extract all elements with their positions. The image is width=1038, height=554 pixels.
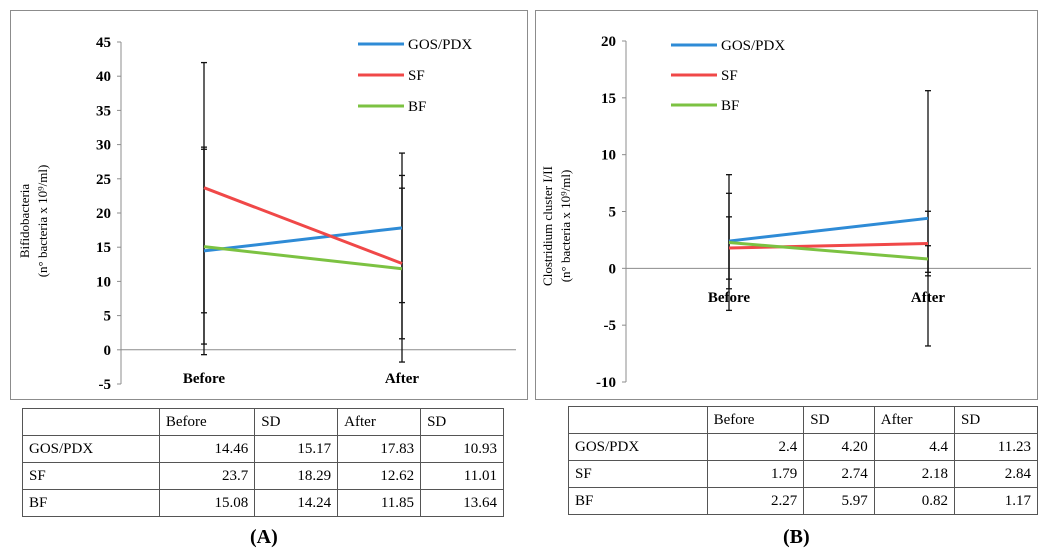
table-cell: GOS/PDX — [568, 433, 708, 461]
table-cell: BF — [568, 487, 708, 515]
y-tick-label: 0 — [104, 343, 112, 359]
table-row: GOS/PDX 14.46 15.17 17.83 10.93 — [22, 435, 504, 463]
y-axis-label: (n° bacteria x 10⁹/ml) — [558, 170, 573, 283]
chart-b-frame: -10 -5 0 5 10 15 20 Clostridium cluster I/II (n°… — [535, 10, 1038, 400]
table-cell: 12.62 — [337, 462, 422, 490]
series-line-gos-pdx — [203, 226, 403, 253]
legend-label: BF — [408, 99, 426, 115]
chart-b: -10 -5 0 5 10 15 20 Clostridium cluster I/II (n°… — [540, 34, 1031, 391]
chart-a: -5 0 5 10 15 20 25 30 35 40 45 Bifidobacteria (n° ba… — [17, 35, 516, 393]
table-cell: 2.84 — [954, 460, 1038, 488]
table-header-row: Before SD After SD — [568, 406, 1038, 434]
table-cell: 11.23 — [954, 433, 1038, 461]
table-header-cell: SD — [803, 406, 875, 434]
table-cell: BF — [22, 489, 160, 517]
y-tick-label: 40 — [96, 69, 111, 85]
table-cell: SF — [22, 462, 160, 490]
table-row: SF 1.79 2.74 2.18 2.84 — [568, 460, 1038, 488]
table-row: BF 15.08 14.24 11.85 13.64 — [22, 489, 504, 517]
table-cell: 5.97 — [803, 487, 875, 515]
legend-label: GOS/PDX — [408, 37, 472, 53]
y-tick-label: -10 — [596, 375, 616, 391]
panel-b: -10 -5 0 5 10 15 20 Clostridium cluster I/II (n°… — [535, 0, 1038, 554]
legend-label: GOS/PDX — [721, 38, 785, 54]
table-cell: 10.93 — [420, 435, 504, 463]
table-row: GOS/PDX 2.4 4.20 4.4 11.23 — [568, 433, 1038, 461]
table-cell: GOS/PDX — [22, 435, 160, 463]
table-cell: SF — [568, 460, 708, 488]
y-tick-label: 0 — [609, 261, 617, 277]
table-cell: 14.46 — [158, 435, 256, 463]
panel-label-a: (A) — [250, 526, 278, 548]
panel-a: -5 0 5 10 15 20 25 30 35 40 45 Bifidobacteria (n° ba… — [10, 0, 530, 554]
table-cell: 23.7 — [158, 462, 256, 490]
x-tick-label: After — [385, 371, 419, 387]
table-cell: 4.20 — [803, 433, 875, 461]
table-header-cell — [568, 406, 708, 434]
table-cell: 18.29 — [254, 462, 339, 490]
y-tick-label: 20 — [601, 34, 616, 50]
table-cell: 11.85 — [337, 489, 422, 517]
table-cell: 2.18 — [873, 460, 956, 488]
table-cell: 0.82 — [873, 487, 956, 515]
table-cell: 13.64 — [420, 489, 504, 517]
x-tick-label: After — [911, 290, 945, 306]
table-cell: 15.08 — [158, 489, 256, 517]
series-line-gos-pdx — [728, 216, 929, 243]
table-header-cell: Before — [158, 408, 256, 436]
y-tick-label: 45 — [96, 35, 111, 51]
table-cell: 1.79 — [706, 460, 805, 488]
chart-a-frame: -5 0 5 10 15 20 25 30 35 40 45 Bifidobacteria (n° ba… — [10, 10, 528, 400]
data-table-b: Before SD After SD GOS/PDX 2.4 4.20 4.4 11.23 SF 1… — [568, 406, 1038, 515]
table-header-cell: SD — [954, 406, 1038, 434]
data-table-a: Before SD After SD GOS/PDX 14.46 15.17 17.83 10.… — [22, 408, 504, 517]
series-line-bf — [728, 241, 929, 261]
y-tick-label: 15 — [96, 240, 111, 256]
y-tick-label: 5 — [609, 205, 617, 221]
x-tick-label: Before — [183, 371, 226, 387]
legend-label: SF — [721, 68, 738, 84]
y-tick-label: 15 — [601, 91, 616, 107]
y-tick-label: 5 — [104, 309, 112, 325]
table-cell: 2.74 — [803, 460, 875, 488]
table-header-cell: Before — [706, 406, 805, 434]
y-tick-label: -5 — [604, 318, 617, 334]
panel-label-b: (B) — [783, 526, 810, 548]
series-line-bf — [203, 245, 403, 271]
table-cell: 17.83 — [337, 435, 422, 463]
y-axis-label: (n° bacteria x 10⁹/ml) — [35, 165, 50, 278]
x-tick-label: Before — [708, 290, 751, 306]
y-axis-label: Bifidobacteria — [17, 184, 32, 259]
y-tick-label: 35 — [96, 103, 111, 119]
table-cell: 15.17 — [254, 435, 339, 463]
table-cell: 2.27 — [706, 487, 805, 515]
table-header-row: Before SD After SD — [22, 408, 504, 436]
table-cell: 11.01 — [420, 462, 504, 490]
series-line-sf — [728, 242, 929, 250]
series-line-sf — [203, 186, 403, 265]
y-tick-label: 10 — [96, 274, 111, 290]
table-cell: 2.4 — [706, 433, 805, 461]
legend-label: SF — [408, 68, 425, 84]
y-tick-label: 25 — [96, 172, 111, 188]
y-tick-label: 20 — [96, 206, 111, 222]
table-cell: 14.24 — [254, 489, 339, 517]
table-header-cell: After — [873, 406, 956, 434]
y-tick-label: 10 — [601, 148, 616, 164]
table-cell: 4.4 — [873, 433, 956, 461]
table-header-cell: After — [337, 408, 422, 436]
legend-label: BF — [721, 98, 739, 114]
table-header-cell: SD — [254, 408, 339, 436]
y-axis-label: Clostridium cluster I/II — [540, 166, 555, 286]
table-row: BF 2.27 5.97 0.82 1.17 — [568, 487, 1038, 515]
table-header-cell — [22, 408, 160, 436]
y-tick-label: -5 — [99, 377, 112, 393]
y-tick-label: 30 — [96, 138, 111, 154]
table-row: SF 23.7 18.29 12.62 11.01 — [22, 462, 504, 490]
table-header-cell: SD — [420, 408, 504, 436]
table-cell: 1.17 — [954, 487, 1038, 515]
